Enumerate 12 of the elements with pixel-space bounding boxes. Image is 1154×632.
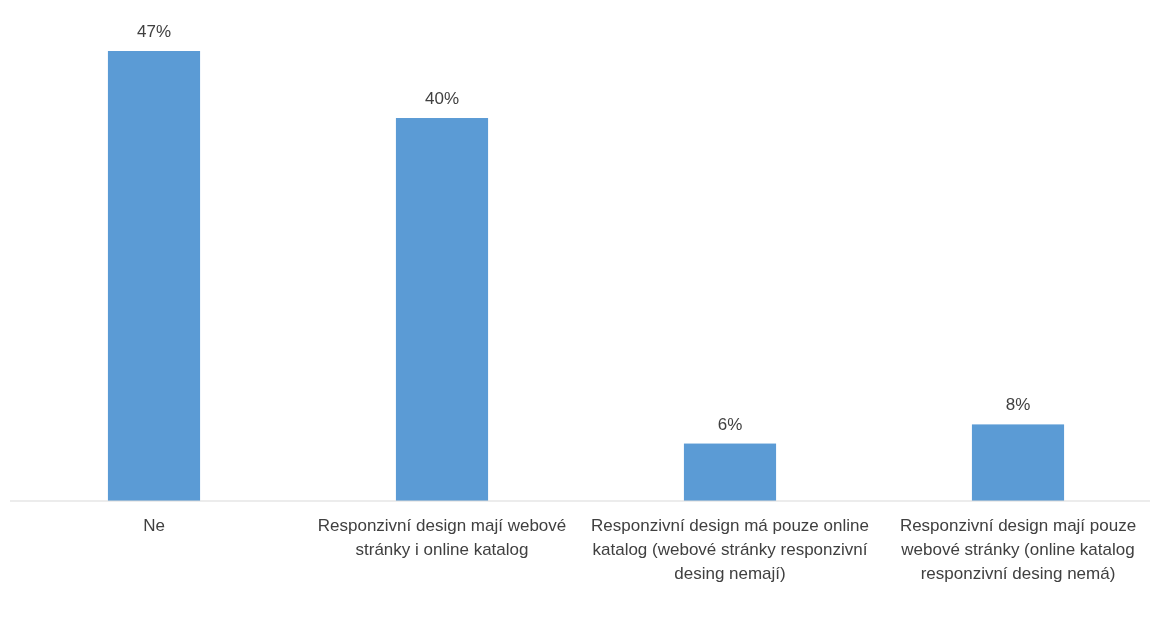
data-label: 8% bbox=[1005, 395, 1031, 415]
bar bbox=[683, 443, 777, 501]
bar bbox=[395, 118, 489, 501]
bar bbox=[971, 424, 1065, 501]
data-label: 47% bbox=[136, 22, 172, 41]
x-tick-label: Responzivní design mají pouze webové stránky (online katalog responzivní desing nemá) bbox=[899, 516, 1137, 583]
bar bbox=[107, 51, 201, 501]
x-tick-label: Ne bbox=[143, 516, 165, 535]
x-tick-label: Responzivní design mají webové stránky i online katalog bbox=[317, 516, 567, 559]
data-label: 6% bbox=[717, 414, 743, 434]
data-label: 40% bbox=[424, 89, 460, 109]
x-tick-label: Responzivní design má pouze online katalog (webové stránky responzivní desing nemají) bbox=[591, 516, 869, 583]
